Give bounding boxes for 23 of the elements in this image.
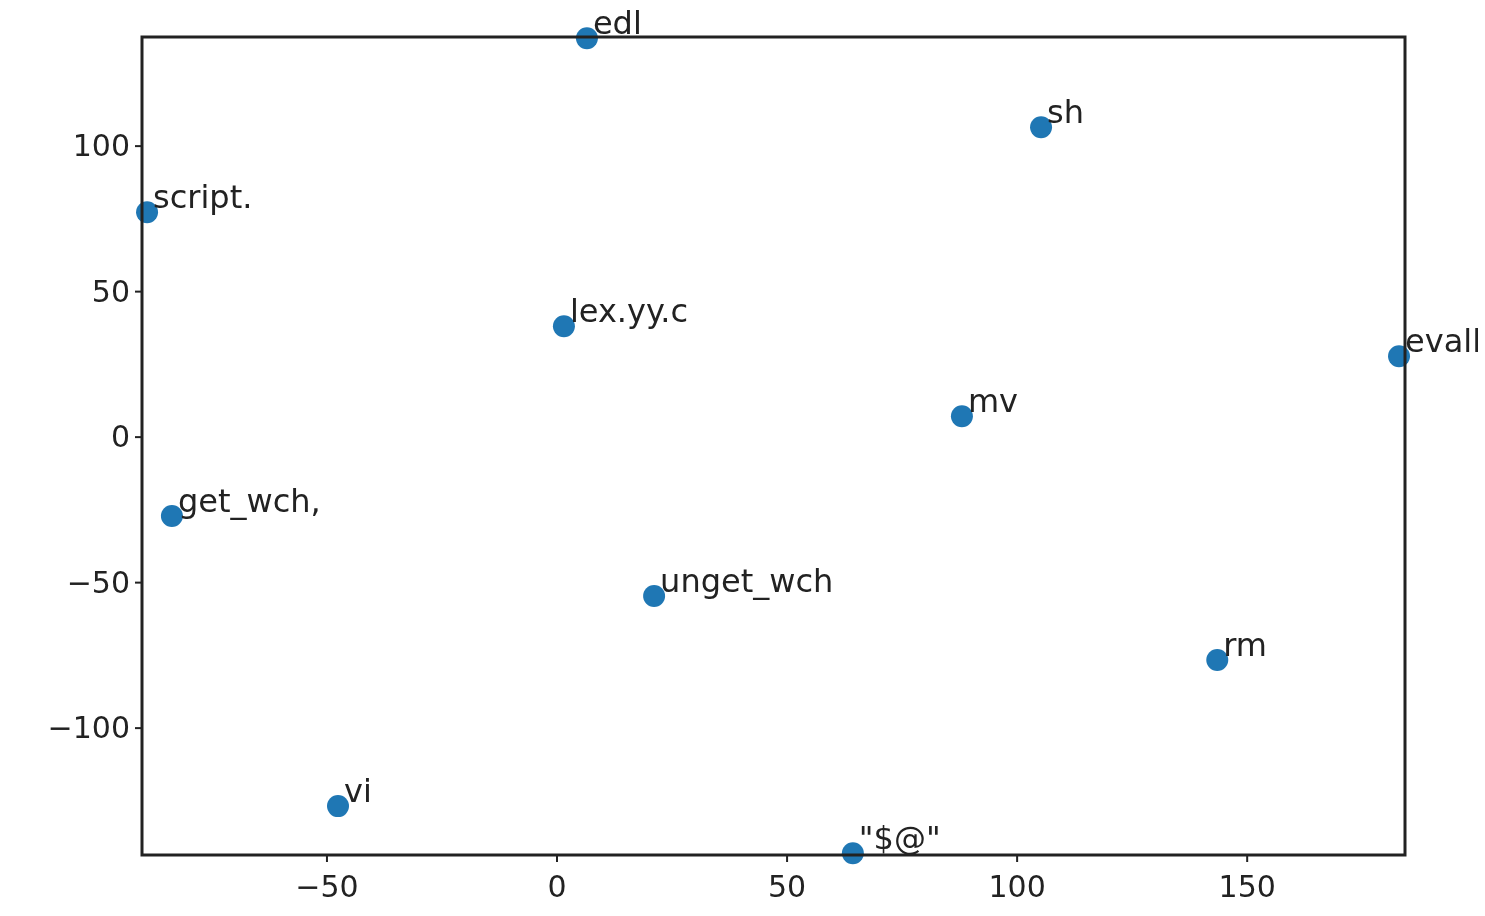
x-tick-label: 50 — [767, 869, 807, 904]
annotation: edl — [592, 4, 642, 43]
y-tick-label: −100 — [47, 710, 130, 746]
x-tick-label: 0 — [547, 869, 567, 904]
annotation: sh — [1047, 93, 1085, 132]
y-tick-label: −50 — [66, 564, 130, 600]
annotation: vi — [344, 772, 372, 811]
annotation: evall — [1405, 322, 1482, 361]
y-tick-label: 0 — [110, 419, 130, 455]
annotation: rm — [1223, 626, 1268, 665]
x-tick-label: 100 — [988, 869, 1046, 904]
annotation: get_wch, — [177, 481, 321, 520]
x-tick-label: −50 — [295, 869, 359, 904]
annotation: lex.yy.c — [569, 292, 689, 331]
annotation: "$@" — [858, 819, 941, 858]
annotation: unget_wch — [660, 562, 834, 601]
point — [552, 315, 575, 338]
x-tick-label: 150 — [1218, 869, 1276, 904]
annotation: script. — [153, 178, 253, 217]
point — [950, 405, 973, 428]
y-tick-label: 100 — [72, 128, 130, 164]
annotation: mv — [967, 382, 1019, 421]
y-tick-label: 50 — [91, 273, 130, 309]
